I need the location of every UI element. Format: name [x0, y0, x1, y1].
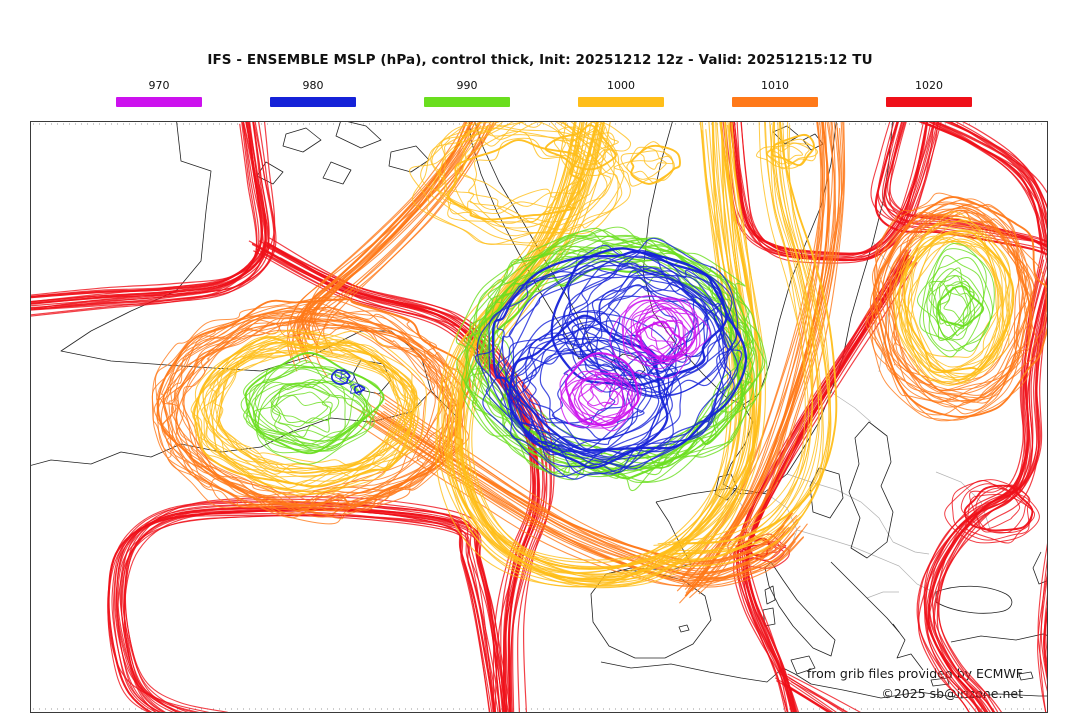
legend-label-1000: 1000 [607, 79, 635, 92]
spaghetti-contours-layer [31, 122, 1047, 712]
legend-item-1000: 1000 [578, 79, 664, 107]
map-canvas [31, 122, 1047, 712]
legend-color-bar-1010 [732, 97, 818, 107]
copyright-line: ©2025 sb@irizone.net [881, 686, 1023, 701]
chart-title: IFS - ENSEMBLE MSLP (hPa), control thick… [207, 52, 873, 68]
map-area: from grib files provided by ECMWF ©2025 … [30, 121, 1048, 713]
legend-label-1010: 1010 [761, 79, 789, 92]
legend-label-980: 980 [302, 79, 324, 92]
legend-item-990: 990 [424, 79, 510, 107]
legend-item-980: 980 [270, 79, 356, 107]
legend-label-1020: 1020 [915, 79, 943, 92]
legend-item-970: 970 [116, 79, 202, 107]
legend-item-1010: 1010 [732, 79, 818, 107]
legend-color-bar-1000 [578, 97, 664, 107]
legend-label-970: 970 [148, 79, 170, 92]
legend-color-bar-990 [424, 97, 510, 107]
legend-item-1020: 1020 [886, 79, 972, 107]
pressure-legend: 970 980 990 1000 1010 1020 [116, 79, 972, 107]
legend-color-bar-980 [270, 97, 356, 107]
legend-label-990: 990 [456, 79, 478, 92]
legend-color-bar-970 [116, 97, 202, 107]
legend-color-bar-1020 [886, 97, 972, 107]
